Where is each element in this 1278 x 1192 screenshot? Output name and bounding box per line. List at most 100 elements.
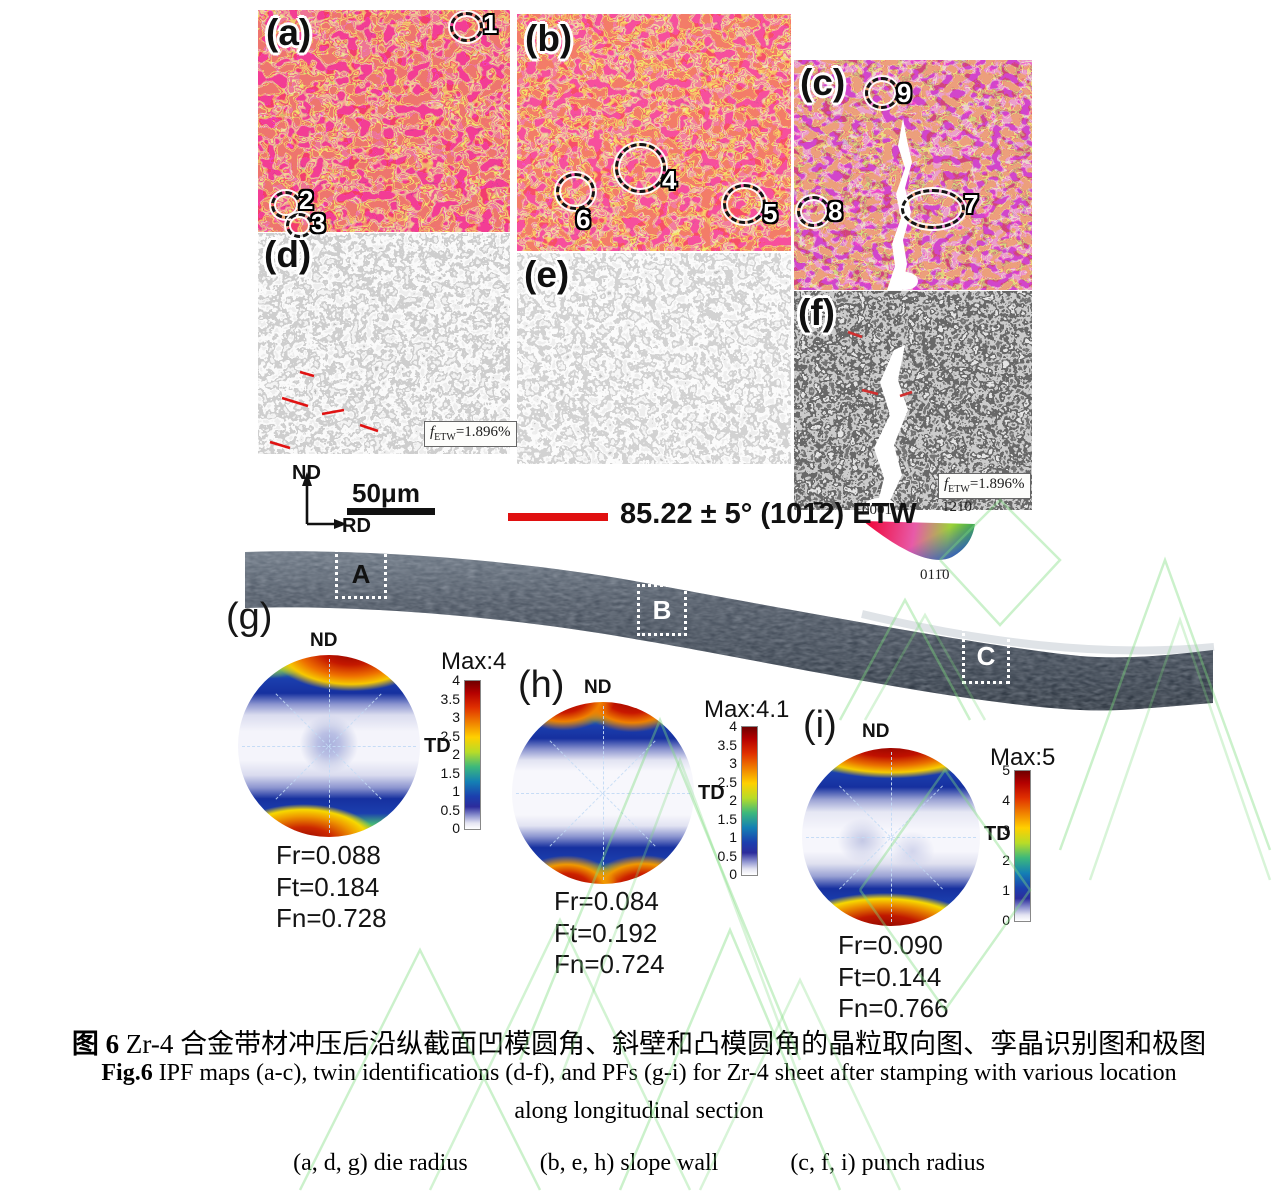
grain-marker-number-9: 9 <box>897 78 912 108</box>
panel-label-a: (a) <box>266 12 312 53</box>
tick: 2 <box>452 746 460 762</box>
caption-en-figure-number: Fig.6 <box>101 1060 153 1086</box>
fn-value: Fn=0.766 <box>838 993 949 1024</box>
tick: 1 <box>452 783 460 799</box>
grain-marker-number-1: 1 <box>483 9 498 39</box>
pole-figure-h <box>512 702 694 884</box>
pf-g-colorbar <box>464 680 481 830</box>
etw-symbol: f <box>944 476 949 492</box>
pf-g-max-label: Max:4 <box>441 648 507 675</box>
tick: 0 <box>729 866 737 882</box>
tick: 3 <box>729 755 737 771</box>
fr-value: Fr=0.084 <box>554 886 659 916</box>
grain-marker-circle-9 <box>865 77 899 109</box>
tick: 4 <box>452 672 460 688</box>
pole-figure-label-h: (h) <box>518 664 565 706</box>
tick: 4 <box>729 718 737 734</box>
etw-fraction-label-d: fETW=1.896% <box>424 421 517 447</box>
panel-label-d: (d) <box>264 234 312 275</box>
panel-label-c: (c) <box>800 62 846 103</box>
pf-i-texture-factors: Fr=0.090 Ft=0.144 Fn=0.766 <box>838 930 949 1025</box>
ft-value: Ft=0.192 <box>554 917 658 948</box>
tick: 1 <box>729 829 737 845</box>
pf-i-td-label: TD <box>984 823 1011 845</box>
grain-marker-number-2: 2 <box>299 185 314 215</box>
tick: 5 <box>1002 762 1010 778</box>
pf-crosshair <box>329 658 330 834</box>
panel-label-e: (e) <box>524 254 570 295</box>
panel-label-f: (f) <box>798 292 835 333</box>
pf-h-td-label: TD <box>698 782 725 804</box>
etw-value: =1.896% <box>455 424 511 440</box>
etw-value: =1.896% <box>969 476 1025 492</box>
crack-in-panel-f <box>874 345 908 510</box>
pf-crosshair <box>891 751 892 923</box>
pole-figure-label-g: (g) <box>226 596 273 638</box>
twin-legend-text: 85.22 ± 5° (101̄2) ETW <box>620 498 917 530</box>
tick: 0 <box>1002 912 1010 928</box>
fr-value: Fr=0.088 <box>276 840 381 870</box>
etw-subscript: ETW <box>948 484 970 495</box>
crystal-dir-0001: 0001 <box>862 502 892 518</box>
pole-figure-i <box>802 748 980 926</box>
caption-chinese: 图 6 Zr-4 合金带材冲压后沿纵截面凹模圆角、斜壁和凸模圆角的晶粒取向图、孪… <box>0 1022 1278 1061</box>
pf-g-nd-label: ND <box>310 630 338 651</box>
pf-h-max-label: Max:4.1 <box>704 696 790 723</box>
tick: 2.5 <box>440 727 460 744</box>
etw-subscript: ETW <box>434 432 456 443</box>
grain-marker-circle-5 <box>723 184 766 224</box>
tick: 2 <box>1002 852 1010 868</box>
caption-en-text: IPF maps (a-c), twin identifications (d-… <box>152 1060 1177 1086</box>
grain-marker-circle-6 <box>556 173 595 210</box>
scale-bar-label: 50μm <box>352 478 420 508</box>
pf-i-colorbar-ticks: 5 4 3 2 1 0 <box>978 763 1010 927</box>
grain-marker-circle-2 <box>271 191 301 219</box>
fn-value: Fn=0.724 <box>554 949 665 980</box>
tick: 2 <box>729 792 737 808</box>
tick: 1 <box>1002 882 1010 898</box>
strip-region-box-A: A <box>335 549 387 599</box>
grain-marker-circle-4 <box>615 143 666 193</box>
fr-value: Fr=0.090 <box>838 930 943 960</box>
pole-figure-g <box>238 655 420 837</box>
caption-zh-text: Zr-4 合金带材冲压后沿纵截面凹模圆角、斜壁和凸模圆角的晶粒取向图、孪晶识别图… <box>119 1029 1207 1059</box>
twin-map-panel-d <box>258 233 510 454</box>
pf-i-colorbar <box>1014 770 1031 922</box>
panel-label-b: (b) <box>525 18 573 59</box>
tick: 4 <box>1002 792 1010 808</box>
caption-sub-captions: (a, d, g) die radius (b, e, h) slope wal… <box>0 1150 1278 1177</box>
pf-h-texture-factors: Fr=0.084 Ft=0.192 Fn=0.724 <box>554 886 665 981</box>
caption-english-line1: Fig.6 IPF maps (a-c), twin identificatio… <box>0 1060 1278 1087</box>
pf-h-nd-label: ND <box>584 677 612 698</box>
pf-crosshair <box>603 705 604 881</box>
grain-marker-number-5: 5 <box>763 198 778 228</box>
etw-symbol: f <box>430 424 435 440</box>
grain-marker-number-8: 8 <box>828 196 843 226</box>
grain-marker-circle-3 <box>286 213 313 238</box>
etw-fraction-label-f: fETW=1.896% <box>938 473 1031 499</box>
ipf-color-triangle <box>863 521 975 560</box>
grain-marker-number-4: 4 <box>662 165 677 195</box>
tick: 1.5 <box>717 810 737 827</box>
crack-in-panel-c <box>887 118 912 290</box>
tick: 3 <box>452 709 460 725</box>
sub-caption-die-radius: (a, d, g) die radius <box>293 1150 468 1176</box>
fn-value: Fn=0.728 <box>276 903 387 934</box>
ft-value: Ft=0.184 <box>276 871 380 902</box>
strip-photo <box>245 551 1215 711</box>
grain-marker-number-3: 3 <box>311 208 326 238</box>
pf-h-colorbar-ticks: 4 3.5 3 2.5 2 1.5 1 0.5 0 <box>705 719 737 881</box>
nd-axis-label: ND <box>292 462 321 484</box>
scale-bar <box>347 508 435 515</box>
rd-axis-label: RD <box>342 515 371 537</box>
strip-region-box-C: C <box>962 628 1010 684</box>
etw-twin-marks-f <box>847 330 913 398</box>
tick: 2.5 <box>717 773 737 790</box>
pole-figure-label-i: (i) <box>803 704 837 746</box>
sub-caption-slope-wall: (b, e, h) slope wall <box>539 1150 719 1176</box>
crystal-dir-1210: 1̄21̄0 <box>942 499 972 515</box>
tick: 3.5 <box>717 736 737 753</box>
ipf-map-panel-a <box>258 10 510 232</box>
